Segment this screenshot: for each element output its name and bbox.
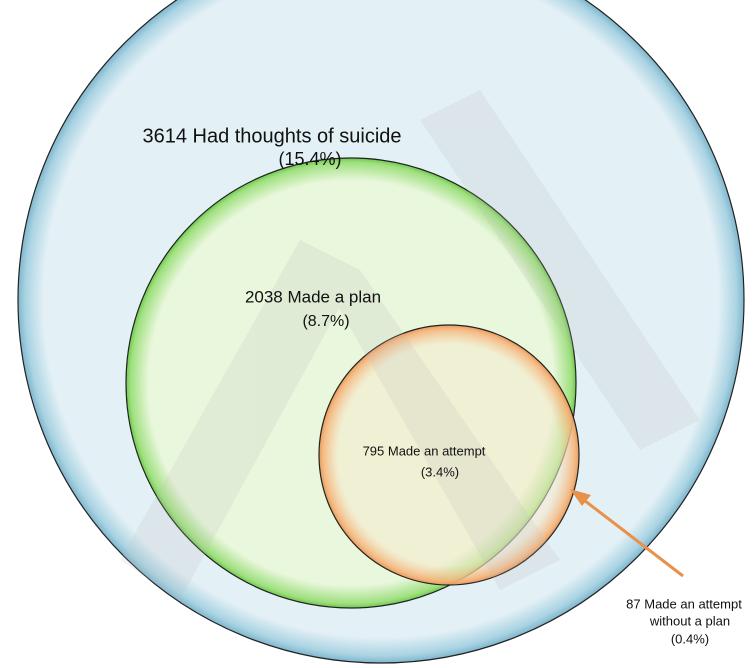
- callout-arrowhead: [570, 489, 591, 506]
- node-percent: (3.4%): [421, 464, 459, 479]
- callout-percent: (0.4%): [671, 631, 709, 646]
- node-percent: (15.4%): [278, 149, 341, 169]
- callout-arrow: [579, 495, 684, 578]
- node-label: 795 Made an attempt: [363, 443, 486, 458]
- attempt-circle: [318, 324, 580, 586]
- node-label: 2038 Made a plan: [245, 287, 381, 306]
- callout-line: without a plan: [649, 613, 730, 628]
- node-label: 3614 Had thoughts of suicide: [142, 125, 401, 147]
- watermark: [120, 90, 700, 600]
- callout-line: 87 Made an attempt: [626, 596, 742, 611]
- node-percent: (8.7%): [302, 313, 349, 330]
